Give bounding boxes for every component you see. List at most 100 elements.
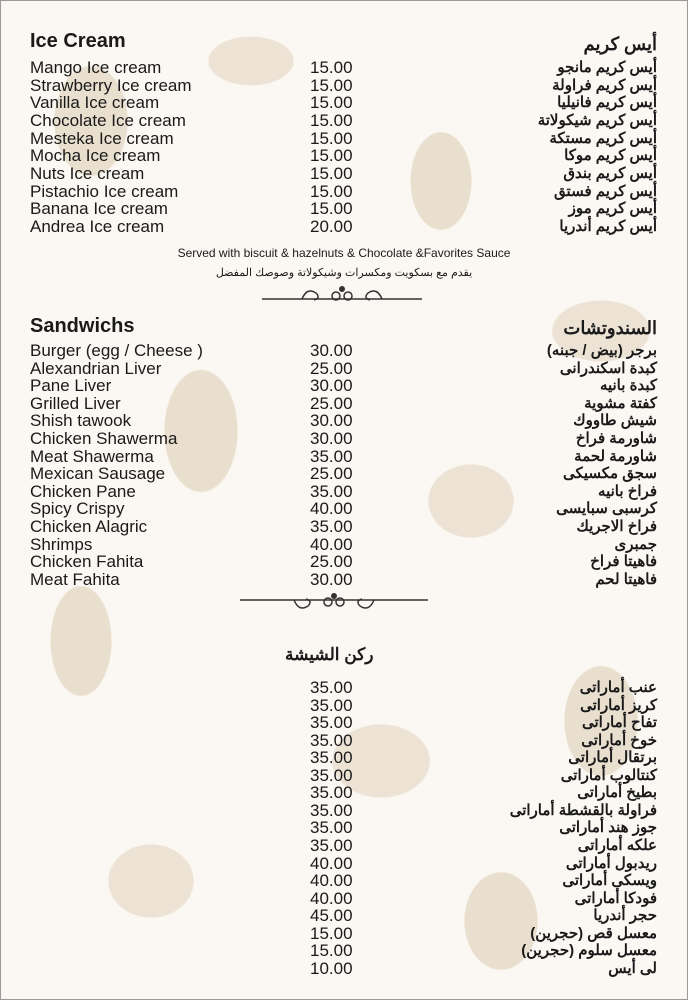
item-name-ar: كفتة مشوية — [584, 394, 657, 412]
item-price: 25.00 — [310, 464, 353, 484]
item-name-ar: معسل سلوم (حجرين) — [521, 942, 657, 960]
item-price: 15.00 — [310, 75, 353, 95]
item-price: 45.00 — [310, 906, 353, 926]
item-name: Spicy Crispy — [30, 499, 125, 519]
item-price: 40.00 — [310, 853, 353, 873]
item-name: Meat Fahita — [30, 569, 120, 589]
item-name: Mesteka Ice cream — [30, 128, 174, 148]
ice-cream-title: Ice Cream — [30, 30, 126, 52]
item-name-ar: فاهيتا فراخ — [590, 553, 657, 571]
item-name: Burger (egg / Cheese ) — [30, 341, 203, 360]
item-name-ar: كرسبى سبايسى — [556, 500, 657, 518]
item-name-ar: ريدبول أماراتى — [565, 854, 657, 872]
item-price: 25.00 — [310, 358, 353, 378]
item-price: 15.00 — [310, 181, 353, 201]
item-name-ar: فراولة بالقشطة أماراتى — [509, 801, 657, 819]
item-name: Mexican Sausage — [30, 464, 166, 484]
item-name-ar: فاهيتا لحم — [595, 570, 657, 588]
item-name: Mango Ice cream — [30, 58, 162, 77]
item-price: 30.00 — [310, 341, 353, 360]
item-name: Mocha Ice cream — [30, 146, 161, 166]
item-price: 15.00 — [310, 58, 353, 77]
item-name: Andrea Ice cream — [30, 216, 165, 236]
item-price: 35.00 — [310, 800, 353, 820]
item-name-ar: أيس كريم موز — [568, 200, 657, 218]
item-price: 35.00 — [310, 713, 353, 733]
ornament-divider — [240, 593, 428, 609]
item-price: 15.00 — [310, 93, 353, 113]
item-price: 35.00 — [310, 730, 353, 750]
item-price: 35.00 — [310, 678, 353, 697]
item-name-ar: فراخ الاجريك — [576, 518, 657, 535]
item-name: Chicken Fahita — [30, 552, 144, 572]
item-name-ar: شاورمة فراخ — [575, 430, 657, 447]
item-price: 25.00 — [310, 552, 353, 572]
item-name-ar: كبدة بانيه — [599, 377, 657, 395]
item-price: 20.00 — [310, 216, 353, 236]
item-name-ar: لى أيس — [608, 959, 657, 977]
item-name: Vanilla Ice cream — [30, 93, 160, 113]
item-price: 15.00 — [310, 199, 353, 219]
ornament-divider — [262, 286, 422, 301]
item-name: Banana Ice cream — [30, 199, 168, 219]
item-price: 15.00 — [310, 923, 353, 943]
item-price: 35.00 — [310, 695, 353, 715]
item-name-ar: سجق مكسيكى — [563, 465, 657, 483]
item-name-ar: أيس كريم مستكة — [549, 129, 657, 147]
item-price: 30.00 — [310, 411, 353, 431]
item-price: 10.00 — [310, 958, 353, 978]
item-name: Shish tawook — [30, 411, 132, 431]
item-price: 40.00 — [310, 499, 353, 519]
item-price: 35.00 — [310, 765, 353, 785]
item-name: Pane Liver — [30, 376, 112, 396]
item-price: 35.00 — [310, 748, 353, 768]
item-name-ar: أيس كريم مانجو — [557, 59, 657, 76]
item-name-ar: تفاح أماراتى — [581, 714, 657, 732]
sandwiches-title: Sandwichs — [30, 315, 135, 337]
item-price: 35.00 — [310, 517, 353, 536]
item-price: 30.00 — [310, 376, 353, 396]
item-name-ar: كريز أماراتى — [580, 696, 657, 714]
sandwiches-title-ar: السندوتشات — [563, 318, 657, 338]
item-name: Chicken Pane — [30, 481, 136, 501]
item-name: Strawberry Ice cream — [30, 75, 192, 95]
item-name-ar: عنب أماراتى — [579, 679, 657, 696]
item-price: 35.00 — [310, 481, 353, 501]
item-name: Pistachio Ice cream — [30, 181, 179, 201]
item-name-ar: برجر (بيض / جبنه) — [546, 342, 657, 359]
item-name-ar: أيس كريم فانيليا — [557, 94, 657, 112]
item-name-ar: معسل قص (حجرين) — [530, 924, 657, 942]
item-name: Chicken Shawerma — [30, 429, 178, 448]
item-price: 40.00 — [310, 888, 353, 908]
shisha-title-ar: ركن الشيشة — [285, 645, 374, 664]
item-name-ar: أيس كريم بندق — [563, 164, 657, 182]
item-price: 15.00 — [310, 146, 353, 166]
item-name: Alexandrian Liver — [30, 358, 162, 378]
item-name-ar: علكه أماراتى — [577, 837, 657, 855]
item-price: 15.00 — [310, 941, 353, 961]
item-name-ar: حجر أندريا — [593, 907, 657, 925]
item-name-ar: أيس كريم فستق — [554, 182, 657, 200]
item-name-ar: خوخ أماراتى — [581, 731, 657, 749]
item-name-ar: فراخ بانيه — [598, 482, 657, 500]
item-name-ar: أيس كريم أندريا — [559, 217, 657, 235]
item-name-ar: شاورمة لحمة — [574, 447, 657, 465]
item-price: 35.00 — [310, 446, 353, 466]
item-name: Chicken Alagric — [30, 517, 148, 536]
item-name-ar: جمبرى — [614, 535, 658, 553]
item-name-ar: كبدة اسكندرانى — [559, 359, 657, 377]
item-name: Grilled Liver — [30, 393, 121, 413]
item-name-ar: أيس كريم موكا — [564, 147, 657, 165]
item-name-ar: جوز هند أماراتى — [559, 819, 657, 837]
item-price: 40.00 — [310, 534, 353, 554]
item-price: 15.00 — [310, 110, 353, 130]
item-name-ar: بطيخ أماراتى — [577, 784, 657, 802]
item-name-ar: فودكا أماراتى — [574, 889, 657, 907]
item-price: 15.00 — [310, 163, 353, 183]
item-name: Chocolate Ice cream — [30, 110, 186, 130]
ice-cream-note-ar: يقدم مع بسكويت ومكسرات وشيكولاتة وصوصك ا… — [215, 267, 473, 279]
item-name-ar: أيس كريم فراولة — [552, 76, 657, 94]
item-name: Nuts Ice cream — [30, 163, 145, 183]
item-price: 35.00 — [310, 818, 353, 838]
item-name-ar: شيش طاووك — [573, 412, 657, 430]
